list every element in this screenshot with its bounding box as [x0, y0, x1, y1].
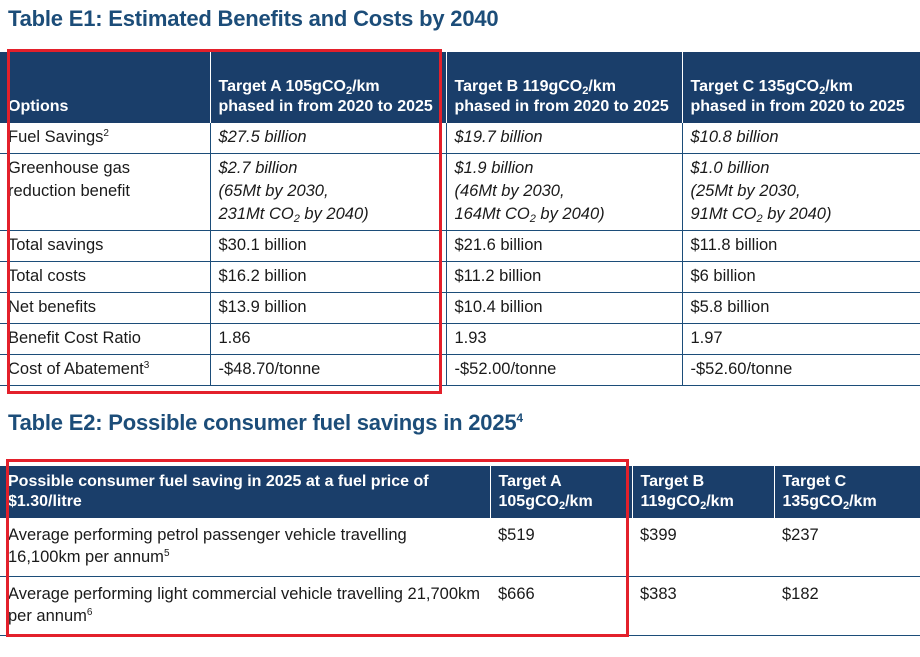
cell-a: 1.86 [209, 323, 446, 355]
row-label: Cost of Abatement3 [0, 354, 210, 386]
cell-b: $21.6 billion [445, 230, 682, 262]
row-label: Total savings [0, 230, 210, 262]
table-row: Benefit Cost Ratio 1.86 1.93 1.97 [0, 323, 920, 355]
table-e2: Possible consumer fuel saving in 2025 at… [0, 466, 920, 636]
row-label: Net benefits [0, 292, 210, 324]
cell-a: $13.9 billion [209, 292, 446, 324]
table-row: Total savings $30.1 billion $21.6 billio… [0, 230, 920, 262]
table-row: Cost of Abatement3 -$48.70/tonne -$52.00… [0, 354, 920, 386]
table-row: Total costs $16.2 billion $11.2 billion … [0, 261, 920, 293]
header-target-a: Target A 105gCO2/km [489, 466, 632, 518]
table-e2-title: Table E2: Possible consumer fuel savings… [8, 410, 523, 435]
cell-a: $2.7 billion (65Mt by 2030, 231Mt CO2 by 2… [209, 153, 446, 231]
cell-b: 1.93 [445, 323, 682, 355]
row-label: Total costs [0, 261, 210, 293]
header-target-a: Target A 105gCO2/km phased in from 2020 … [209, 52, 446, 123]
header-description: Possible consumer fuel saving in 2025 at… [0, 466, 490, 518]
cell-a: -$48.70/tonne [209, 354, 446, 386]
cell-b: $383 [632, 576, 774, 636]
table-e1: Options Target A 105gCO2/km phased in fr… [0, 52, 920, 386]
cell-b: $19.7 billion [445, 123, 682, 154]
cell-b: $10.4 billion [445, 292, 682, 324]
table-row: Average performing petrol passenger vehi… [0, 518, 920, 577]
row-label: Fuel Savings2 [0, 123, 210, 154]
cell-b: $11.2 billion [445, 261, 682, 293]
table-row: Greenhouse gas reduction benefit $2.7 bi… [0, 153, 920, 231]
cell-a: $666 [490, 576, 632, 636]
header-target-c: Target C 135gCO2/km [773, 466, 920, 518]
cell-c: $10.8 billion [681, 123, 920, 154]
row-label: Benefit Cost Ratio [0, 323, 210, 355]
table-e1-header-row: Options Target A 105gCO2/km phased in fr… [0, 52, 920, 123]
cell-c: 1.97 [681, 323, 920, 355]
cell-c: $5.8 billion [681, 292, 920, 324]
table-row: Net benefits $13.9 billion $10.4 billion… [0, 292, 920, 324]
cell-c: $6 billion [681, 261, 920, 293]
row-label: Average performing light commercial vehi… [0, 576, 490, 636]
table-e1-title: Table E1: Estimated Benefits and Costs b… [8, 6, 499, 31]
cell-b: $1.9 billion (46Mt by 2030, 164Mt CO2 by 2… [445, 153, 682, 231]
cell-a: $16.2 billion [209, 261, 446, 293]
cell-c: $237 [774, 518, 920, 577]
header-target-c: Target C 135gCO2/km phased in from 2020 … [681, 52, 920, 123]
header-options: Options [0, 52, 210, 123]
row-label: Greenhouse gas reduction benefit [0, 153, 210, 231]
cell-c: $182 [774, 576, 920, 636]
header-target-b: Target B 119gCO2/km phased in from 2020 … [445, 52, 682, 123]
cell-c: $11.8 billion [681, 230, 920, 262]
row-label: Average performing petrol passenger vehi… [0, 518, 490, 577]
header-target-b: Target B 119gCO2/km [631, 466, 774, 518]
table-row: Average performing light commercial vehi… [0, 576, 920, 636]
cell-b: -$52.00/tonne [445, 354, 682, 386]
cell-a: $519 [490, 518, 632, 577]
cell-a: $27.5 billion [209, 123, 446, 154]
table-row: Fuel Savings2 $27.5 billion $19.7 billio… [0, 123, 920, 154]
cell-c: -$52.60/tonne [681, 354, 920, 386]
cell-a: $30.1 billion [209, 230, 446, 262]
cell-b: $399 [632, 518, 774, 577]
cell-c: $1.0 billion (25Mt by 2030, 91Mt CO2 by 20… [681, 153, 920, 231]
table-e2-header-row: Possible consumer fuel saving in 2025 at… [0, 466, 920, 518]
